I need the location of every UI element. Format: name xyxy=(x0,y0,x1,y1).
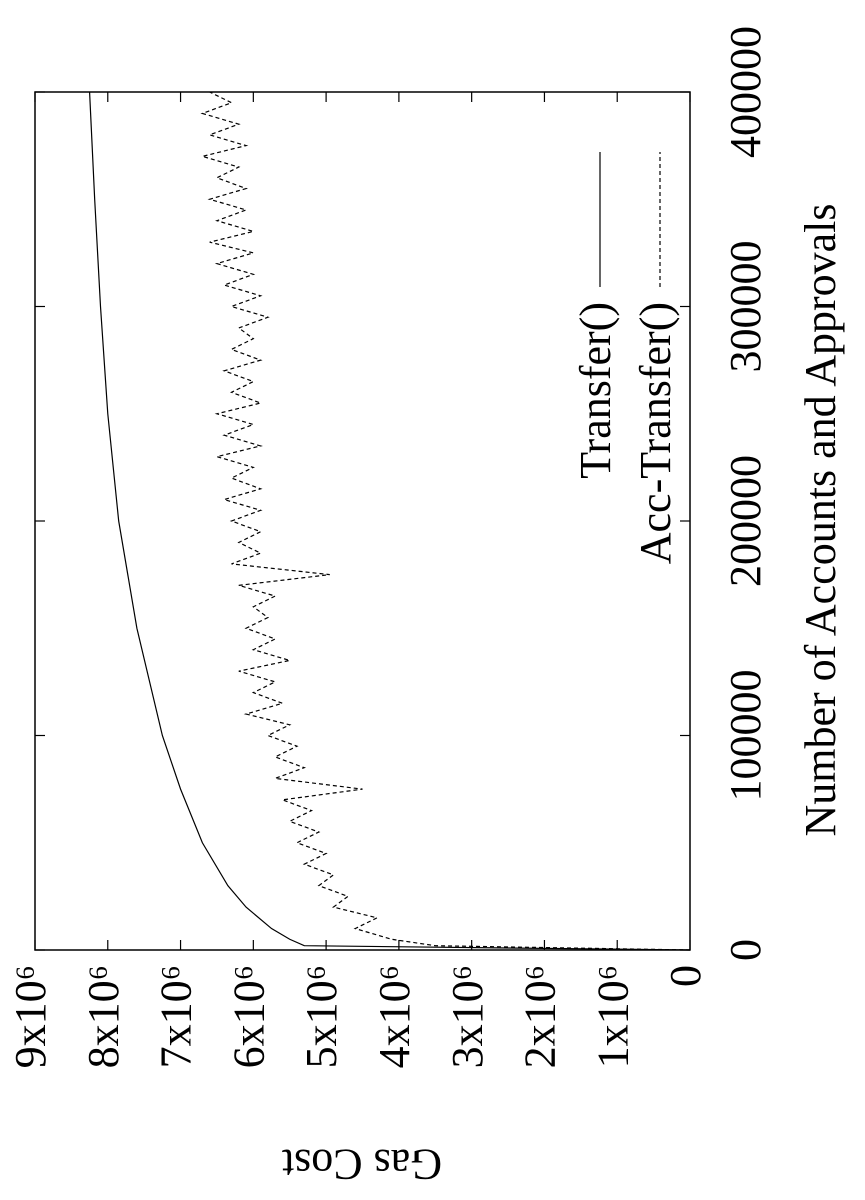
legend-label: Acc-Transfer() xyxy=(631,302,680,564)
y-tick-label: 9x10⁶ xyxy=(6,965,55,1068)
series-line xyxy=(200,91,691,951)
y-axis-title: Gas Cost xyxy=(282,1140,442,1189)
x-tick-label: 200000 xyxy=(721,455,770,587)
plot-frame xyxy=(34,91,691,951)
series-line xyxy=(88,91,691,951)
x-axis-title: Number of Accounts and Approvals xyxy=(796,204,845,837)
plot-area: Number of Accounts and Approvals Gas Cos… xyxy=(6,26,845,1189)
legend-label: Transfer() xyxy=(571,302,620,479)
y-tick-label: 7x10⁶ xyxy=(152,965,201,1068)
y-tick-label: 5x10⁶ xyxy=(297,965,346,1068)
y-tick-label: 3x10⁶ xyxy=(443,965,492,1068)
y-tick-label: 0 xyxy=(661,965,710,987)
y-tick-label: 1x10⁶ xyxy=(588,965,637,1068)
x-tick-label: 300000 xyxy=(721,241,770,373)
y-tick-label: 8x10⁶ xyxy=(79,965,128,1068)
y-tick-label: 4x10⁶ xyxy=(370,965,419,1068)
x-tick-label: 100000 xyxy=(721,670,770,802)
x-tick-label: 400000 xyxy=(721,26,770,158)
y-tick-label: 2x10⁶ xyxy=(516,965,565,1068)
y-tick-label: 6x10⁶ xyxy=(224,965,273,1068)
x-tick-label: 0 xyxy=(721,939,770,961)
